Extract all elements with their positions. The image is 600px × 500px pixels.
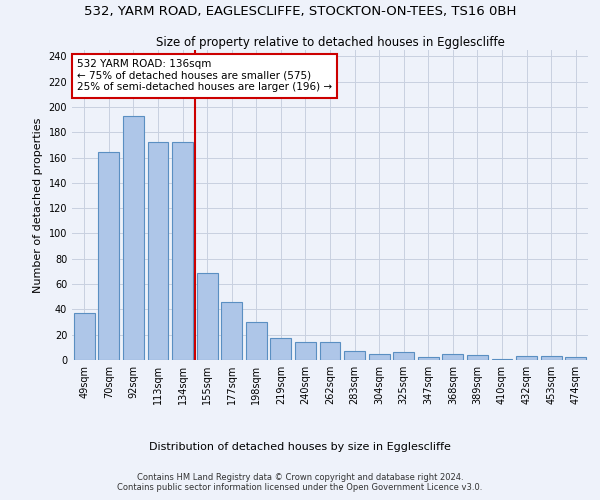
Y-axis label: Number of detached properties: Number of detached properties bbox=[33, 118, 43, 292]
Bar bbox=[344, 351, 365, 360]
Bar bbox=[442, 354, 463, 360]
Bar bbox=[491, 358, 512, 360]
Bar bbox=[172, 142, 193, 360]
Bar bbox=[565, 358, 586, 360]
Bar bbox=[246, 322, 267, 360]
Bar bbox=[295, 342, 316, 360]
Title: Size of property relative to detached houses in Egglescliffe: Size of property relative to detached ho… bbox=[155, 36, 505, 49]
Bar bbox=[221, 302, 242, 360]
Text: Contains HM Land Registry data © Crown copyright and database right 2024.: Contains HM Land Registry data © Crown c… bbox=[137, 472, 463, 482]
Text: 532 YARM ROAD: 136sqm
← 75% of detached houses are smaller (575)
25% of semi-det: 532 YARM ROAD: 136sqm ← 75% of detached … bbox=[77, 60, 332, 92]
Bar bbox=[148, 142, 169, 360]
Bar bbox=[368, 354, 389, 360]
Bar bbox=[516, 356, 537, 360]
Bar bbox=[271, 338, 292, 360]
Bar bbox=[418, 358, 439, 360]
Bar bbox=[393, 352, 414, 360]
Bar bbox=[98, 152, 119, 360]
Bar bbox=[123, 116, 144, 360]
Bar bbox=[541, 356, 562, 360]
Text: Distribution of detached houses by size in Egglescliffe: Distribution of detached houses by size … bbox=[149, 442, 451, 452]
Bar bbox=[320, 342, 340, 360]
Bar bbox=[197, 272, 218, 360]
Text: 532, YARM ROAD, EAGLESCLIFFE, STOCKTON-ON-TEES, TS16 0BH: 532, YARM ROAD, EAGLESCLIFFE, STOCKTON-O… bbox=[84, 4, 516, 18]
Bar bbox=[74, 313, 95, 360]
Bar bbox=[467, 355, 488, 360]
Text: Contains public sector information licensed under the Open Government Licence v3: Contains public sector information licen… bbox=[118, 484, 482, 492]
